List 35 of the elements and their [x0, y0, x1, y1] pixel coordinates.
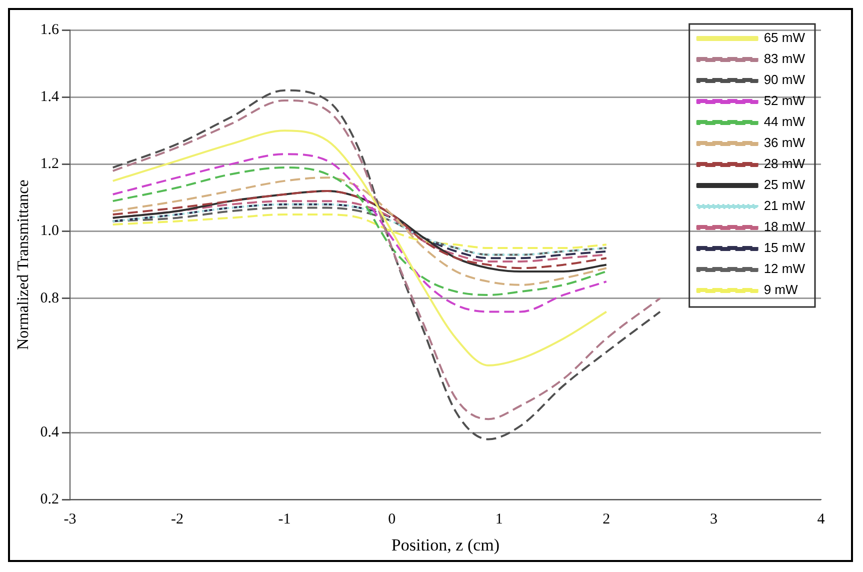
x-tick-label: 4: [817, 512, 826, 528]
x-tick-label: 1: [495, 512, 503, 528]
line-series: [112, 153, 608, 313]
legend-label: 15 mW: [764, 240, 806, 256]
x-tick-label: -1: [278, 512, 291, 528]
y-tick-label: 1.4: [40, 89, 60, 106]
x-axis-title: Position, z (cm): [391, 535, 500, 554]
line-series: [112, 166, 608, 296]
y-tick-label: 1.0: [40, 223, 59, 240]
x-tick-label: 0: [388, 512, 396, 528]
legend-label: 83 mW: [764, 51, 806, 66]
y-tick-label: 1.2: [40, 156, 59, 172]
legend-label: 21 mW: [764, 198, 806, 214]
legend-label: 25 mW: [764, 177, 806, 192]
line-series: [112, 213, 608, 250]
line-series: [112, 130, 608, 366]
legend-label: 36 mW: [764, 135, 806, 150]
legend-label: 12 mW: [764, 261, 806, 276]
legend-label: 90 mW: [764, 72, 806, 88]
y-tick-label: 0.8: [40, 290, 59, 306]
x-tick-label: 2: [602, 512, 610, 528]
y-tick-label: 0.4: [40, 424, 60, 440]
line-series: [112, 176, 608, 286]
legend-label: 28 mW: [764, 156, 806, 172]
x-tick-label: 3: [710, 512, 718, 528]
y-axis-title: Normalized Transmittance: [14, 180, 32, 350]
y-tick-label: 0.2: [40, 492, 59, 508]
legend-label: 44 mW: [764, 114, 806, 130]
legend-label: 18 mW: [764, 219, 806, 234]
legend-label: 65 mW: [764, 30, 806, 46]
x-tick-label: -3: [64, 512, 76, 528]
legend-label: 52 mW: [764, 93, 806, 108]
x-tick-label: -2: [170, 512, 184, 528]
y-tick-label: 1.6: [40, 22, 60, 38]
legend-label: 9 mW: [764, 282, 798, 298]
